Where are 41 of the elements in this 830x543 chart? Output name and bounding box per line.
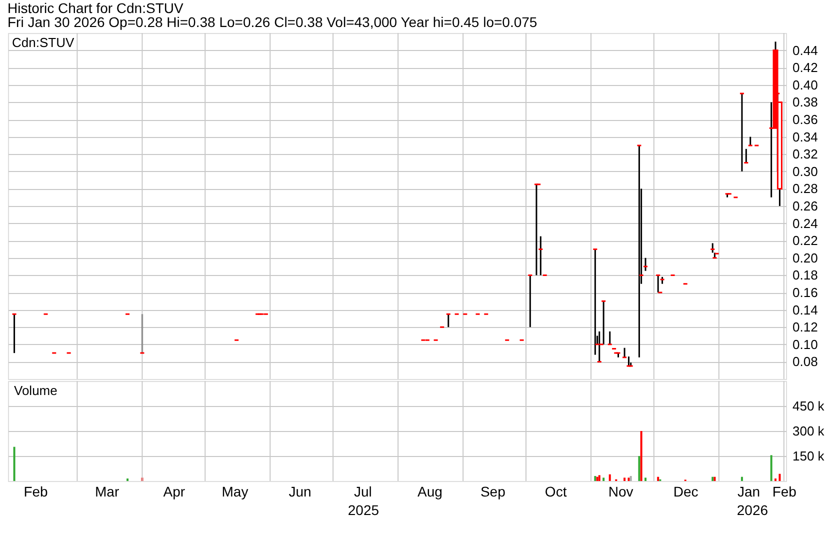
y-tick-label: 0.24 xyxy=(792,216,818,231)
text: 2026 xyxy=(736,502,768,518)
chart-title: Volume xyxy=(14,383,58,398)
y-tick-label: 0.26 xyxy=(792,198,818,214)
y-tick-label: 300 k xyxy=(792,424,825,438)
y-tick-label: 0.28 xyxy=(792,181,818,196)
y-tick-label: 0.10 xyxy=(792,336,818,352)
x-tick-label: Aug xyxy=(418,484,442,500)
y-tick-label: 0.08 xyxy=(792,354,818,370)
y-tick-label: 0.30 xyxy=(792,164,818,179)
x-tick-label: Jun xyxy=(288,484,312,500)
x-tick-label: Mar xyxy=(95,484,120,500)
x-tick-label: Sep xyxy=(480,484,506,500)
x-tick-label: Oct xyxy=(544,484,567,500)
x-tick-label: Nov xyxy=(608,484,634,500)
y-tick-label: 0.34 xyxy=(792,129,818,144)
x-tick-label: Jul xyxy=(354,484,372,500)
x-tick-label: Jan xyxy=(737,484,760,500)
annotation: Cdn:STUV xyxy=(12,35,74,50)
y-tick-label: 0.14 xyxy=(792,302,818,318)
chart-title: Historic Chart for Cdn:STUV xyxy=(8,0,184,16)
y-tick-label: 0.38 xyxy=(792,94,818,110)
y-tick-label: 0.44 xyxy=(792,42,818,58)
y-tick-label: 0.20 xyxy=(792,250,818,266)
y-tick-label: 450 k xyxy=(792,398,825,414)
x-tick-label: May xyxy=(222,484,248,500)
text: 2025 xyxy=(348,502,380,518)
x-tick-label: Apr xyxy=(163,484,186,500)
y-tick-label: 0.16 xyxy=(792,285,818,300)
x-tick-label: Feb xyxy=(772,484,797,500)
y-tick-label: 0.18 xyxy=(792,268,818,283)
y-tick-label: 0.36 xyxy=(792,112,818,127)
y-tick-label: 0.32 xyxy=(792,146,818,162)
y-tick-label: 0.22 xyxy=(792,233,818,248)
y-tick-label: 150 k xyxy=(792,448,825,464)
x-tick-label: Feb xyxy=(24,484,48,500)
chart-subtitle: Fri Jan 30 2026 Op=0.28 Hi=0.38 Lo=0.26 Cl=0.38 Vol=43,000 Year hi=0.45 lo=0.075 xyxy=(8,14,538,30)
y-tick-label: 0.42 xyxy=(792,60,818,76)
y-tick-label: 0.40 xyxy=(792,77,818,92)
x-tick-label: Dec xyxy=(673,484,698,500)
y-tick-label: 0.12 xyxy=(792,320,818,335)
